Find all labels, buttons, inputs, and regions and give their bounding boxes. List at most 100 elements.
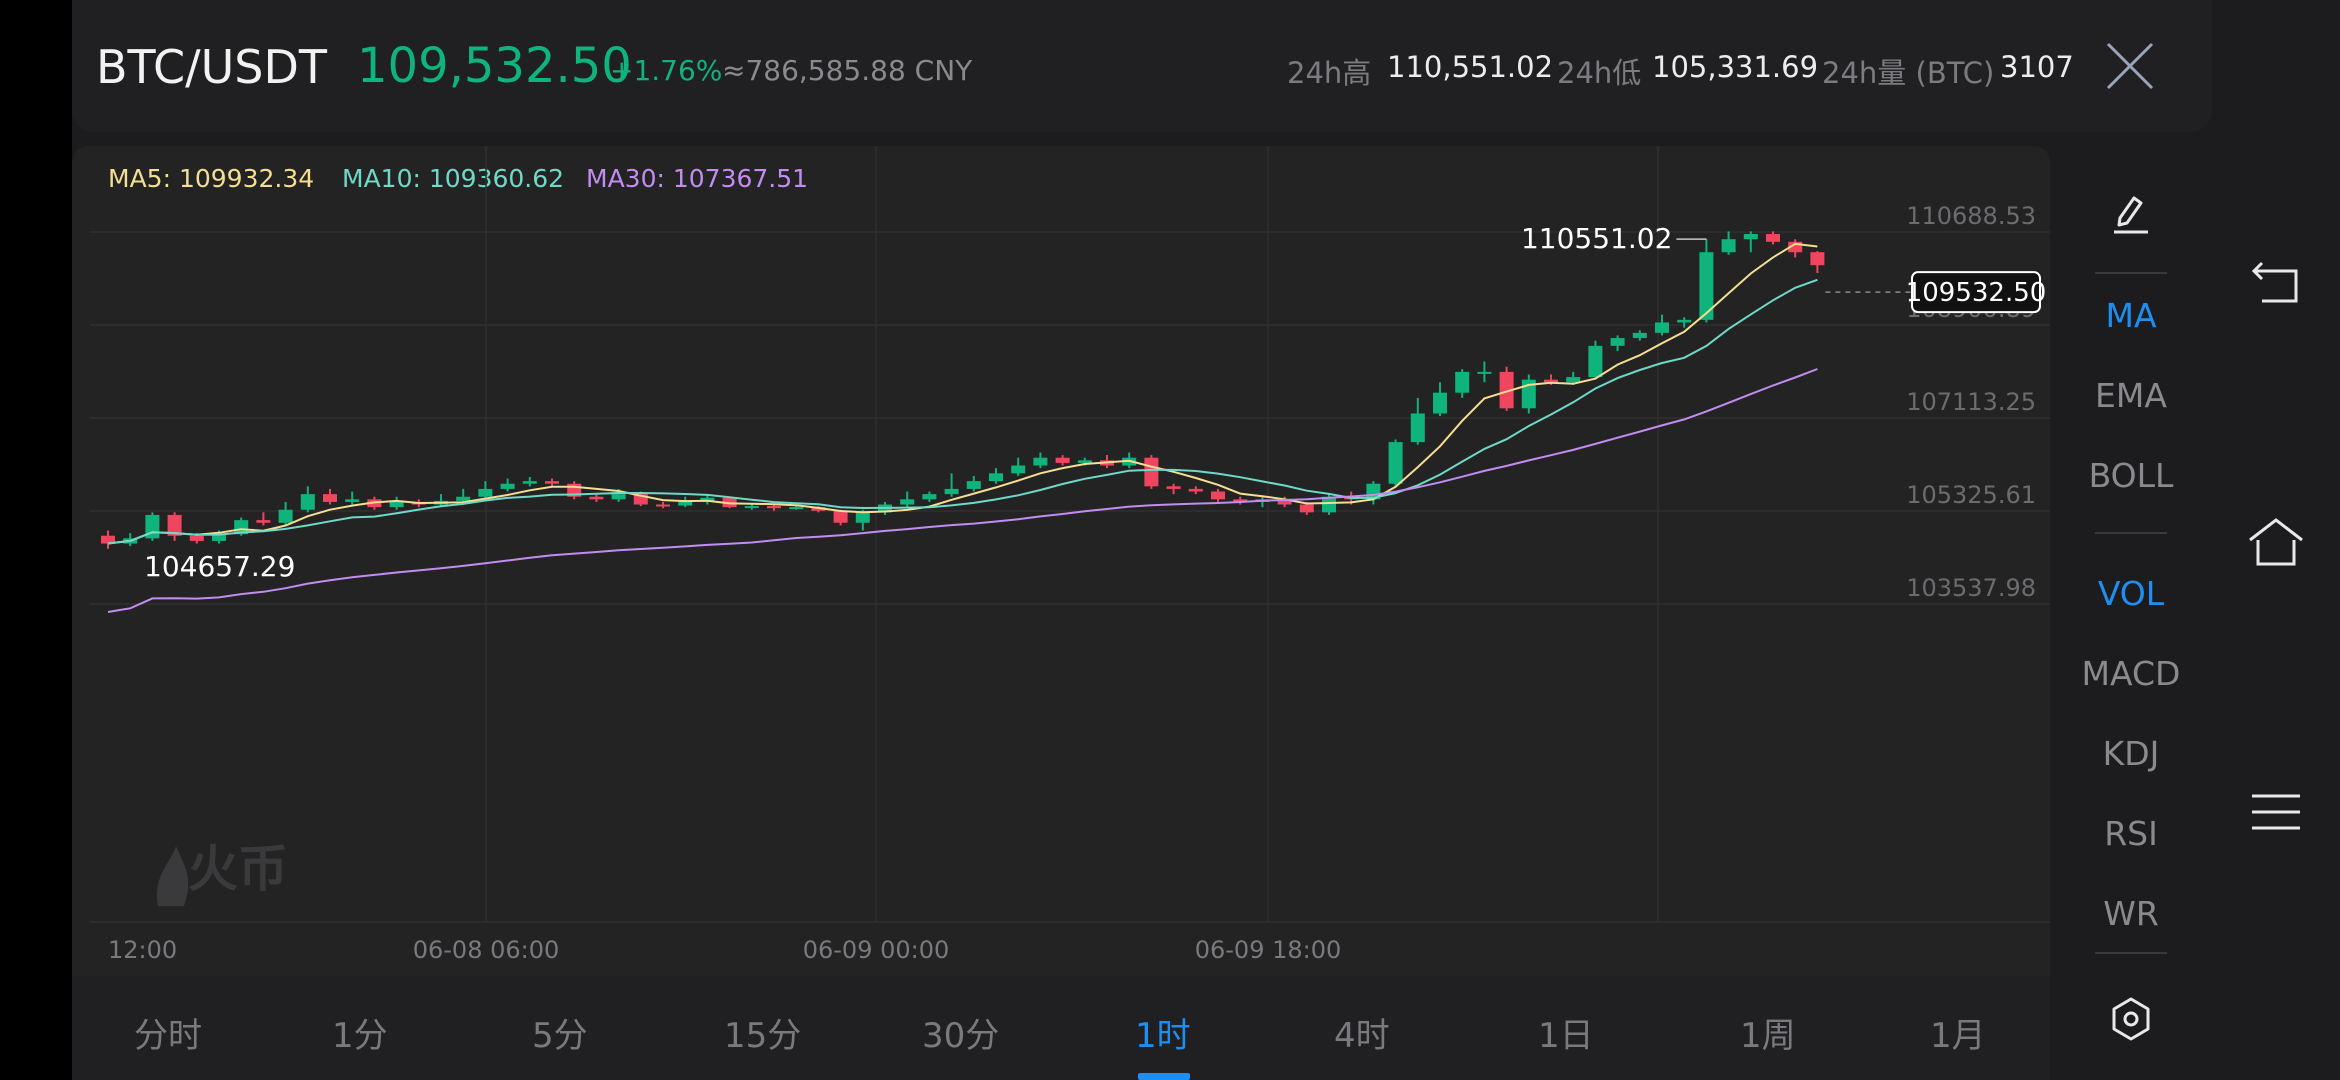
- active-tab-indicator: [1138, 1073, 1190, 1080]
- x-axis-tick-label: 12:00: [108, 936, 177, 964]
- watermark-logo: 火币: [188, 840, 288, 898]
- candle-body: [1743, 234, 1758, 240]
- candle-body: [1322, 496, 1336, 513]
- candle-body: [1011, 465, 1026, 474]
- timeframe-tab[interactable]: 1周: [1740, 1016, 1796, 1056]
- ma10-legend: MA10: 109360.62: [342, 164, 565, 193]
- candle-body: [1632, 332, 1647, 339]
- settings-icon[interactable]: [2106, 994, 2156, 1044]
- candle-body: [1033, 457, 1048, 466]
- candlestick-plot[interactable]: 110688.53108900.89107113.25105325.611035…: [72, 146, 2050, 976]
- main-area: BTC/USDT 109,532.50 +1.76% ≈786,585.88 C…: [72, 0, 2212, 1080]
- candle-body: [1455, 371, 1470, 393]
- indicator-rsi[interactable]: RSI: [2104, 814, 2158, 853]
- candle-body: [922, 494, 937, 500]
- candle-body: [1721, 239, 1736, 253]
- candle-body: [789, 507, 804, 510]
- candle-body: [656, 504, 670, 507]
- pair-title[interactable]: BTC/USDT: [96, 40, 327, 94]
- candle-body: [1499, 371, 1514, 409]
- ma5-line: [107, 242, 1818, 545]
- ma30-line: [107, 368, 1818, 613]
- candle-body: [389, 501, 404, 508]
- candle-body: [1188, 488, 1203, 492]
- candle-body: [1655, 322, 1669, 333]
- indicator-macd[interactable]: MACD: [2081, 654, 2181, 693]
- candle-body: [966, 481, 981, 489]
- candle-body: [633, 494, 648, 505]
- divider: [2095, 532, 2167, 534]
- x-axis-tick-label: 06-09 00:00: [803, 936, 950, 964]
- candle-body: [767, 506, 781, 509]
- close-icon[interactable]: [2102, 38, 2158, 94]
- candle-body: [989, 473, 1003, 482]
- low-value: 105,331.69: [1652, 50, 1819, 84]
- home-icon[interactable]: [2246, 512, 2306, 572]
- indicator-vol[interactable]: VOL: [2097, 574, 2165, 613]
- last-price: 109,532.50: [357, 38, 632, 94]
- candle-body: [1788, 241, 1803, 253]
- candle-body: [256, 520, 271, 523]
- high-label: 24h高: [1287, 56, 1372, 90]
- y-axis-tick-label: 107113.25: [1906, 388, 2036, 416]
- timeframe-tab[interactable]: 15分: [724, 1016, 802, 1056]
- price-cny: ≈786,585.88 CNY: [722, 54, 973, 87]
- candle-body: [1610, 338, 1625, 346]
- candle-body: [345, 499, 360, 502]
- candle-body: [1677, 319, 1692, 323]
- menu-icon[interactable]: [2246, 782, 2306, 842]
- candle-body: [1277, 499, 1292, 505]
- candle-body: [1233, 499, 1248, 502]
- candle-body: [1077, 460, 1092, 463]
- indicator-panel: MA EMA BOLL VOL MACD KDJ RSI WR: [2050, 146, 2212, 1080]
- pencil-icon[interactable]: [2106, 188, 2156, 238]
- volume-value: 3107: [2000, 50, 2074, 84]
- candle-body: [189, 535, 204, 541]
- timeframe-tab[interactable]: 1日: [1538, 1016, 1594, 1056]
- indicator-wr[interactable]: WR: [2103, 894, 2159, 933]
- candle-body: [900, 499, 915, 505]
- indicator-kdj[interactable]: KDJ: [2102, 734, 2160, 773]
- back-icon[interactable]: [2246, 255, 2306, 315]
- candle-body: [1166, 486, 1181, 489]
- candle-body: [944, 488, 959, 495]
- ma5-legend: MA5: 109932.34: [108, 164, 315, 193]
- high-annotation: 110551.02: [1521, 222, 1672, 255]
- timeframe-tab[interactable]: 1月: [1930, 1016, 1986, 1056]
- candle-body: [1544, 379, 1558, 383]
- divider: [2095, 272, 2167, 274]
- candle-body: [678, 501, 693, 506]
- left-edge-strip: [0, 0, 72, 1080]
- y-axis-tick-label: 110688.53: [1906, 202, 2036, 230]
- timeframe-tab-active[interactable]: 1时: [1135, 1016, 1191, 1056]
- candle-body: [1211, 491, 1225, 500]
- candle-body: [1410, 413, 1425, 443]
- candle-body: [833, 510, 848, 523]
- candle-body: [500, 483, 515, 489]
- timeframe-tab[interactable]: 分时: [134, 1016, 202, 1056]
- candle-body: [1810, 252, 1825, 266]
- candle-body: [456, 496, 471, 501]
- x-axis-tick-label: 06-09 18:00: [1195, 936, 1342, 964]
- timeframe-tab[interactable]: 5分: [532, 1016, 588, 1056]
- indicator-boll[interactable]: BOLL: [2088, 456, 2174, 495]
- timeframe-tab[interactable]: 1分: [332, 1016, 388, 1056]
- price-change: +1.76%: [610, 54, 723, 87]
- indicator-ema[interactable]: EMA: [2095, 376, 2167, 415]
- timeframe-bar: 分时 1分 5分 15分 30分 1时 4时 1日 1周 1月: [72, 976, 2050, 1080]
- indicator-ma[interactable]: MA: [2105, 296, 2157, 335]
- candle-body: [1433, 392, 1447, 414]
- timeframe-tab[interactable]: 4时: [1334, 1016, 1390, 1056]
- timeframe-tab[interactable]: 30分: [922, 1016, 1000, 1056]
- candle-body: [278, 509, 293, 523]
- x-axis-tick-label: 06-08 06:00: [413, 936, 560, 964]
- kline-chart[interactable]: MA5: 109932.34 MA10: 109360.62 MA30: 107…: [72, 146, 2050, 976]
- header-bar: BTC/USDT 109,532.50 +1.76% ≈786,585.88 C…: [72, 0, 2212, 132]
- current-price-label: 109532.50: [1906, 278, 2047, 308]
- candle-body: [101, 535, 115, 544]
- candle-body: [212, 534, 226, 541]
- flame-icon: [156, 846, 189, 906]
- ma30-legend: MA30: 107367.51: [586, 164, 809, 193]
- candle-body: [1144, 457, 1159, 487]
- candle-body: [300, 494, 315, 510]
